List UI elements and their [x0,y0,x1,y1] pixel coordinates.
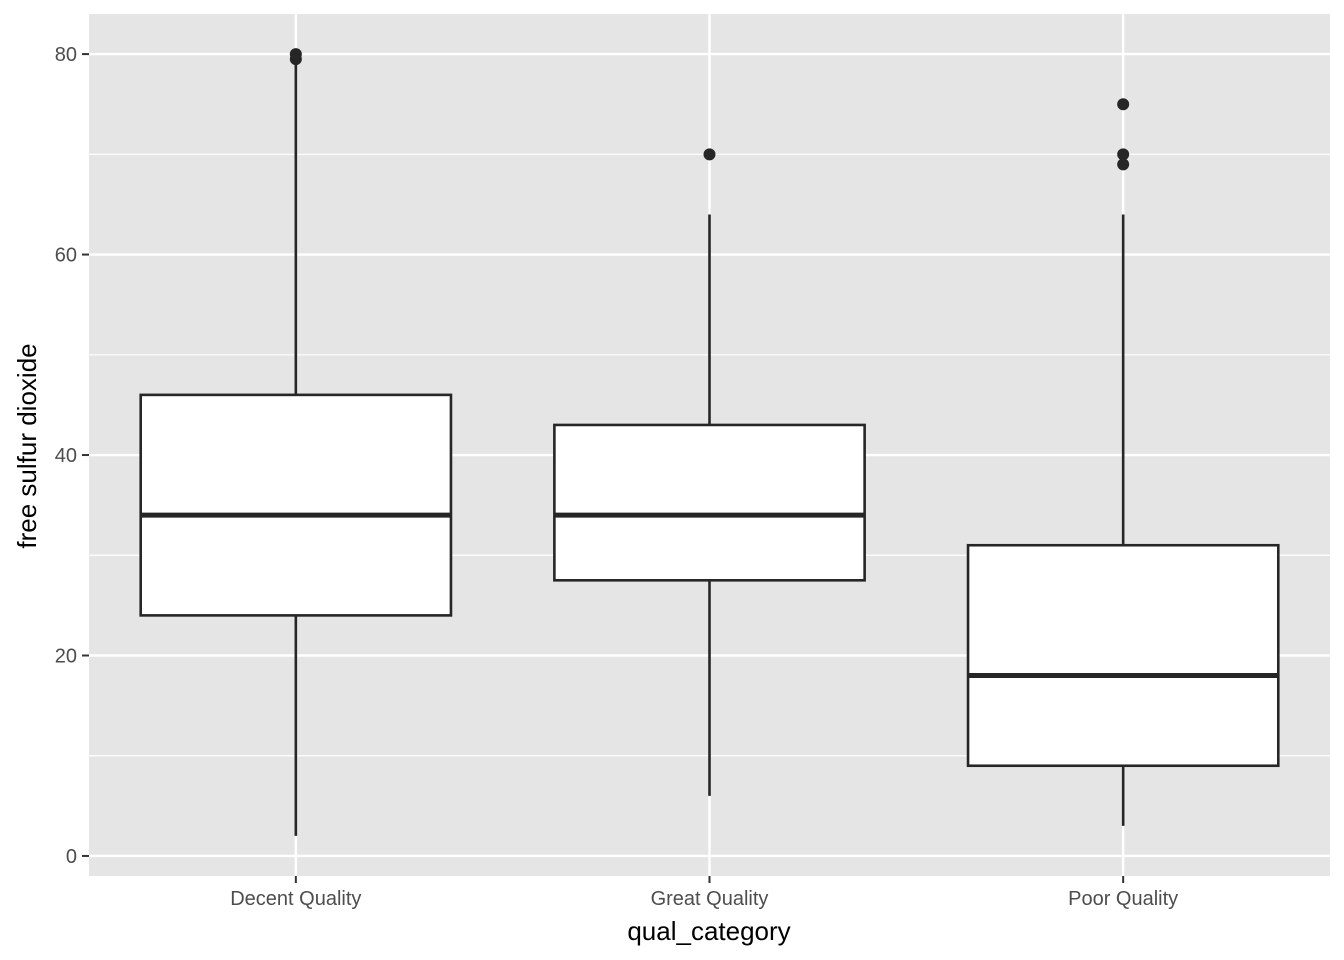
y-tick-label: 20 [55,645,77,667]
box-iqr [553,423,866,582]
outlier-point [1117,148,1130,161]
y-tick-label: 80 [55,44,77,66]
outlier-point [1117,158,1130,171]
y-tick-label: 60 [55,245,77,267]
x-tick-label: Decent Quality [230,888,361,910]
y-tick-label: 40 [55,445,77,467]
box-group [966,98,1280,826]
box-layer [139,48,1280,836]
outlier-point [703,148,716,161]
box-group [139,48,453,836]
x-axis-title: qual_category [627,916,790,946]
box-group [553,148,866,796]
box-iqr [966,543,1280,768]
outlier-point [289,48,302,61]
x-axis: Decent Quality Great Quality Poor Quality [230,876,1178,910]
y-tick-label: 0 [66,846,77,868]
box-iqr [139,393,453,617]
y-axis: 0 20 40 60 80 [55,44,89,868]
x-tick-label: Poor Quality [1068,888,1178,910]
x-tick-label: Great Quality [651,888,769,910]
y-axis-title: free sulfur dioxide [12,343,42,548]
outlier-point [1117,98,1130,111]
